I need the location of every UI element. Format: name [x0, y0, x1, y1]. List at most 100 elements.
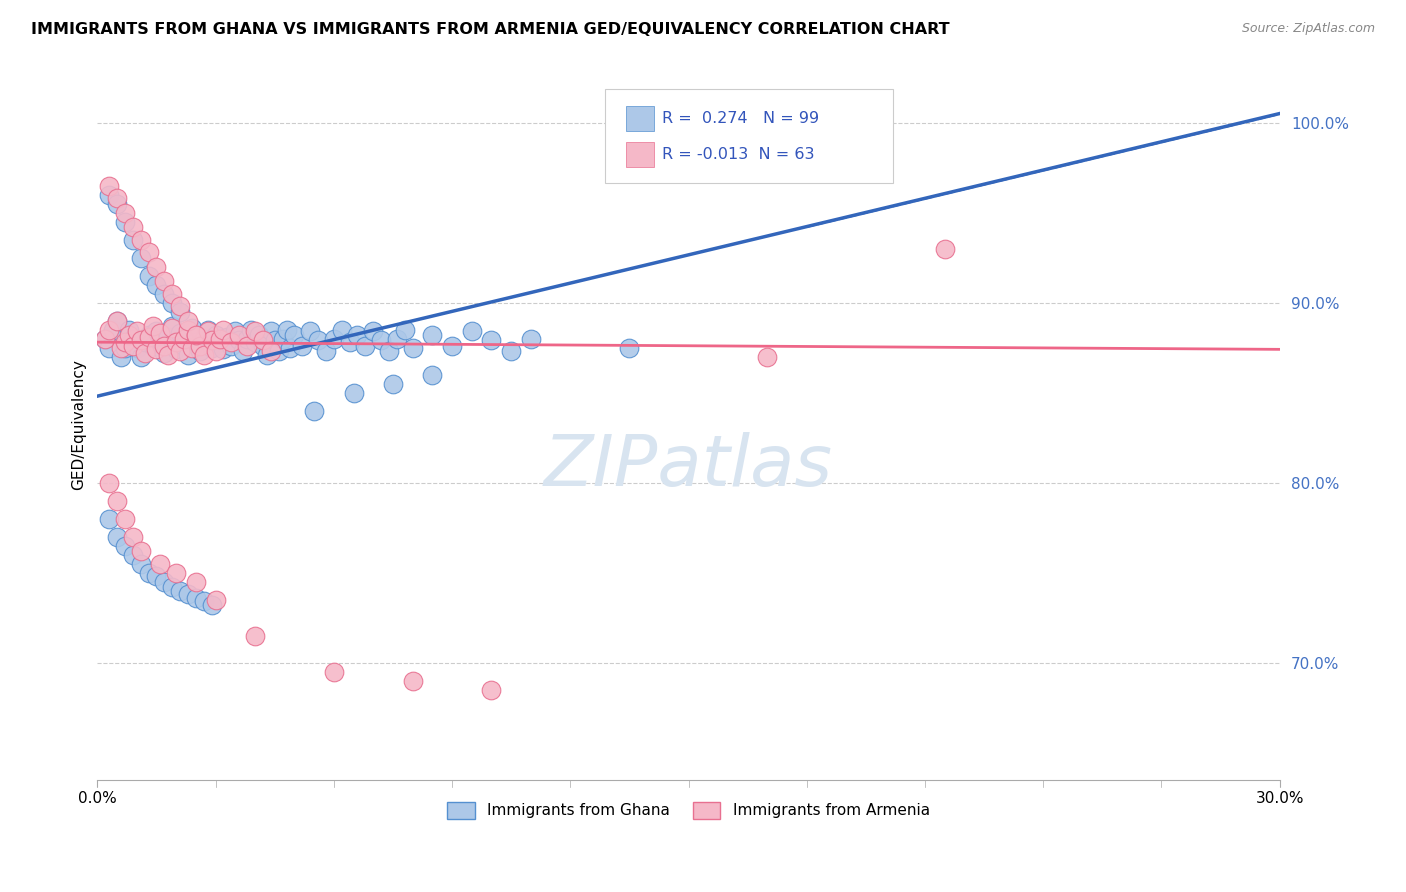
Point	[267, 344, 290, 359]
Point	[370, 334, 392, 348]
Point	[98, 322, 121, 336]
Point	[165, 566, 187, 580]
Point	[756, 350, 779, 364]
Point	[118, 328, 141, 343]
Point	[121, 332, 143, 346]
Point	[315, 344, 337, 359]
Point	[157, 348, 180, 362]
Point	[105, 313, 128, 327]
Point	[105, 493, 128, 508]
Point	[149, 334, 172, 348]
Point	[105, 530, 128, 544]
Point	[121, 530, 143, 544]
Point	[121, 219, 143, 234]
Point	[134, 346, 156, 360]
Point	[181, 320, 204, 334]
Point	[201, 598, 224, 612]
Point	[243, 629, 266, 643]
Point	[110, 341, 132, 355]
Point	[342, 385, 364, 400]
Legend: Immigrants from Ghana, Immigrants from Armenia: Immigrants from Ghana, Immigrants from A…	[441, 796, 936, 825]
Point	[114, 335, 136, 350]
Point	[129, 557, 152, 571]
Point	[228, 328, 250, 343]
Point	[153, 274, 176, 288]
Point	[125, 324, 148, 338]
Point	[283, 328, 305, 343]
Point	[346, 328, 368, 343]
Text: IMMIGRANTS FROM GHANA VS IMMIGRANTS FROM ARMENIA GED/EQUIVALENCY CORRELATION CHA: IMMIGRANTS FROM GHANA VS IMMIGRANTS FROM…	[31, 22, 949, 37]
Point	[252, 339, 274, 353]
Point	[153, 574, 176, 589]
Point	[105, 191, 128, 205]
Point	[169, 326, 191, 340]
Point	[381, 376, 404, 391]
Point	[169, 583, 191, 598]
Point	[212, 343, 235, 357]
Point	[481, 334, 503, 348]
Point	[243, 335, 266, 350]
Point	[221, 335, 243, 350]
Point	[169, 299, 191, 313]
Point	[401, 673, 423, 688]
Point	[184, 591, 207, 605]
Point	[153, 339, 176, 353]
Point	[145, 343, 167, 357]
Point	[217, 330, 239, 344]
Point	[149, 557, 172, 571]
Point	[105, 196, 128, 211]
Point	[243, 324, 266, 338]
Point	[263, 334, 285, 348]
Point	[208, 332, 231, 346]
Point	[138, 245, 160, 260]
Point	[212, 322, 235, 336]
Point	[232, 344, 254, 359]
Point	[138, 268, 160, 283]
Point	[208, 335, 231, 350]
Point	[184, 335, 207, 350]
Point	[134, 335, 156, 350]
Text: R =  0.274   N = 99: R = 0.274 N = 99	[662, 112, 820, 126]
Point	[224, 324, 246, 338]
Point	[193, 348, 215, 362]
Point	[114, 205, 136, 219]
Point	[197, 324, 219, 338]
Point	[98, 511, 121, 525]
Point	[422, 328, 444, 343]
Point	[291, 339, 314, 353]
Point	[177, 313, 200, 327]
Point	[184, 574, 207, 589]
Point	[118, 322, 141, 336]
Point	[129, 334, 152, 348]
Text: R = -0.013  N = 63: R = -0.013 N = 63	[662, 147, 814, 161]
Point	[169, 304, 191, 318]
Point	[184, 328, 207, 343]
Point	[177, 322, 200, 336]
Point	[145, 569, 167, 583]
Point	[260, 344, 283, 359]
Point	[98, 475, 121, 490]
Point	[160, 286, 183, 301]
Point	[165, 343, 187, 357]
Point	[114, 341, 136, 355]
Y-axis label: GED/Equivalency: GED/Equivalency	[72, 359, 86, 490]
Point	[160, 295, 183, 310]
Point	[422, 368, 444, 382]
Point	[276, 322, 298, 336]
Point	[188, 344, 211, 359]
Point	[160, 580, 183, 594]
Point	[236, 332, 259, 346]
Text: ZIPatlas: ZIPatlas	[544, 433, 832, 501]
Point	[280, 341, 302, 355]
Point	[129, 544, 152, 558]
Point	[240, 322, 263, 336]
Point	[193, 594, 215, 608]
Point	[101, 322, 124, 336]
Point	[354, 339, 377, 353]
Point	[160, 318, 183, 333]
Point	[114, 539, 136, 553]
Point	[94, 332, 117, 346]
Point	[98, 187, 121, 202]
Point	[114, 214, 136, 228]
Point	[441, 339, 464, 353]
